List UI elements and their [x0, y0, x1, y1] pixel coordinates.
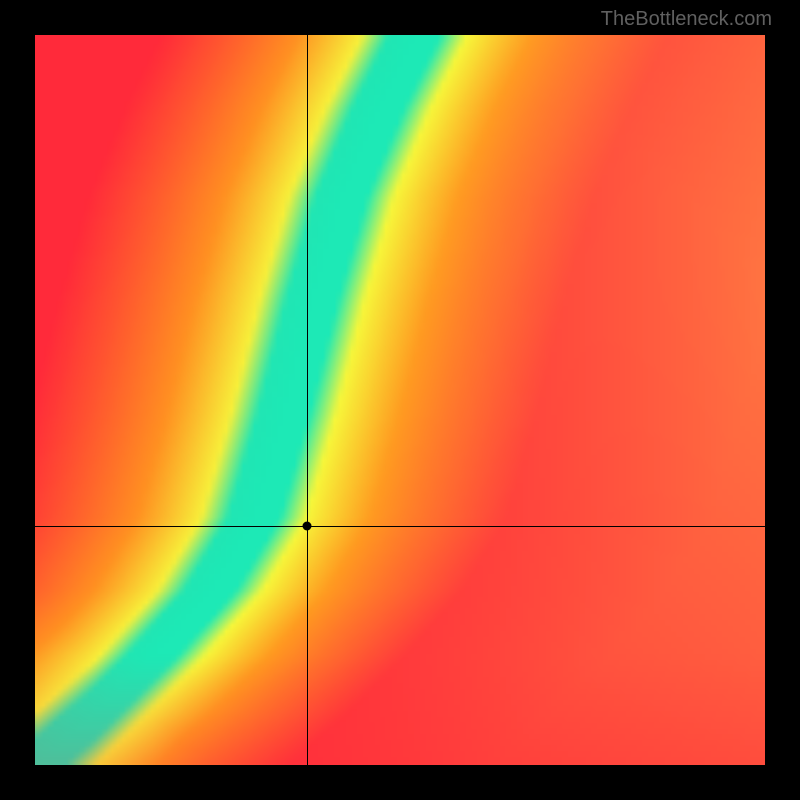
bottleneck-heatmap	[35, 35, 765, 765]
watermark-text: TheBottleneck.com	[601, 8, 772, 31]
crosshair-horizontal	[35, 526, 765, 527]
crosshair-vertical	[307, 35, 308, 765]
crosshair-marker-dot	[302, 521, 311, 530]
heatmap-canvas	[35, 35, 765, 765]
